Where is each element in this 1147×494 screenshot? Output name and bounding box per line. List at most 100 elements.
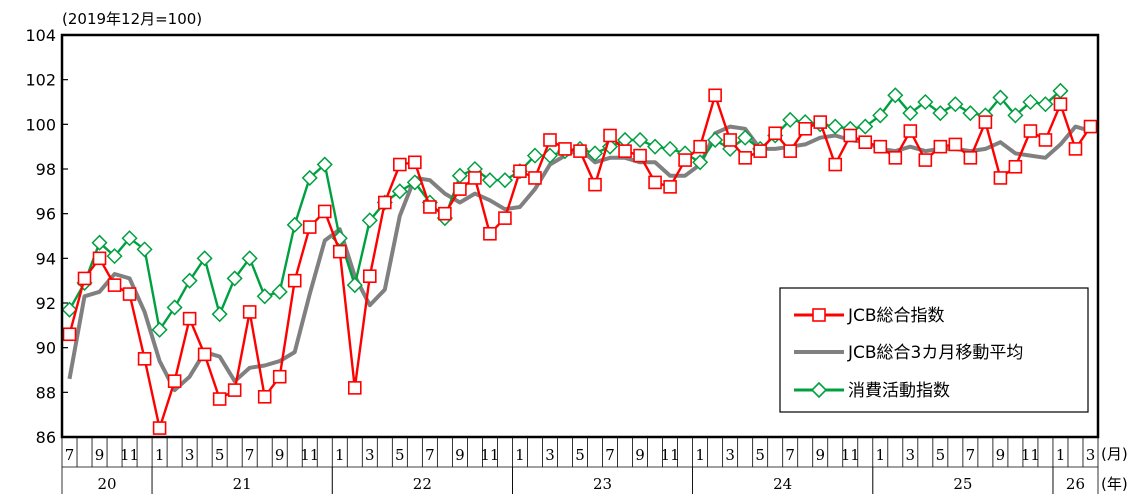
data-point-jcb	[257, 389, 272, 404]
data-point-consumption	[241, 250, 258, 267]
data-point-consumption	[917, 93, 934, 111]
data-point-jcb	[618, 144, 632, 158]
data-point-consumption	[196, 250, 213, 267]
legend-label-consumption: 消費活動指数	[848, 381, 950, 401]
month-label: 1	[1056, 446, 1066, 464]
data-point-jcb	[858, 135, 873, 149]
data-point-jcb	[152, 421, 167, 435]
data-point-jcb	[1083, 119, 1098, 134]
data-point-jcb	[423, 200, 437, 214]
data-point-consumption	[737, 129, 754, 146]
data-point-jcb	[513, 164, 527, 179]
data-point-consumption	[181, 272, 198, 289]
chart-subtitle: (2019年12月=100)	[62, 10, 202, 28]
month-label: 11	[480, 446, 499, 464]
y-tick-label: 94	[36, 249, 56, 268]
month-label: 5	[755, 446, 765, 464]
data-point-consumption	[496, 172, 513, 189]
data-point-consumption	[887, 87, 904, 104]
data-point-jcb	[302, 220, 317, 234]
data-point-consumption	[106, 248, 123, 265]
month-label: 11	[1021, 446, 1040, 464]
data-point-jcb	[543, 133, 557, 147]
data-point-consumption	[211, 306, 228, 323]
month-label: 9	[95, 446, 105, 464]
y-tick-label: 92	[36, 294, 56, 313]
month-label: 3	[185, 446, 195, 464]
month-label: 3	[725, 446, 735, 464]
data-point-consumption	[586, 145, 604, 162]
data-point-consumption	[166, 299, 183, 316]
data-point-jcb	[182, 311, 197, 326]
data-point-jcb	[753, 144, 767, 158]
month-label: 7	[785, 446, 795, 464]
data-point-jcb	[1053, 97, 1068, 112]
data-point-consumption	[932, 105, 949, 122]
y-tick-label: 86	[36, 428, 56, 447]
data-point-jcb	[693, 139, 707, 154]
data-point-consumption	[286, 216, 303, 233]
data-point-consumption	[707, 131, 724, 149]
month-label: 7	[425, 446, 435, 464]
data-point-jcb	[498, 211, 512, 225]
data-point-jcb	[227, 383, 242, 397]
month-label: 1	[155, 446, 165, 464]
data-point-consumption	[692, 154, 709, 171]
year-label: 26	[1066, 475, 1085, 493]
y-tick-label: 96	[36, 205, 56, 224]
data-point-jcb	[197, 347, 212, 362]
y-tick-label: 100	[25, 115, 56, 134]
data-point-jcb	[107, 278, 122, 292]
data-point-consumption	[962, 105, 979, 122]
data-point-jcb	[813, 115, 828, 129]
month-label: 7	[245, 446, 255, 464]
legend-marker-consumption	[810, 381, 828, 399]
month-label: 5	[395, 446, 405, 464]
data-point-jcb	[1068, 142, 1083, 156]
data-point-jcb	[993, 171, 1008, 185]
x-axis: 7 9 11 1 3 5 7 9 11 1 3 5 7 9 11 1 3 5 7 9 11 1 3 5 7 9 11 1 3 5 7 9 11 1…	[61, 437, 1099, 494]
data-point-jcb	[588, 177, 602, 192]
month-label: 1	[695, 446, 705, 464]
data-point-jcb	[408, 155, 422, 170]
legend-label-jcb: JCB総合指数	[847, 306, 945, 326]
data-point-jcb	[663, 180, 677, 194]
y-tick-label: 104	[25, 26, 56, 45]
data-point-consumption	[301, 169, 318, 186]
data-point-jcb	[948, 137, 963, 152]
data-point-jcb	[573, 144, 587, 158]
data-point-consumption	[316, 156, 333, 173]
data-point-jcb	[1038, 133, 1053, 147]
month-label: 11	[300, 446, 319, 464]
data-point-jcb	[798, 122, 813, 136]
month-label: 11	[661, 446, 680, 464]
data-point-consumption	[947, 96, 964, 113]
data-point-jcb	[468, 171, 482, 185]
data-point-jcb	[212, 392, 227, 406]
month-label: 7	[65, 446, 75, 464]
month-label: 11	[120, 446, 139, 464]
data-point-consumption	[151, 321, 168, 338]
data-point-consumption	[481, 172, 498, 189]
data-point-consumption	[647, 138, 664, 155]
data-point-consumption	[782, 111, 799, 128]
month-label: 3	[906, 446, 916, 464]
data-point-consumption	[406, 174, 423, 191]
month-label: 7	[605, 446, 615, 464]
year-label: 24	[773, 475, 792, 493]
data-point-consumption	[361, 212, 378, 229]
month-label: 9	[996, 446, 1006, 464]
month-label: 11	[841, 446, 860, 464]
data-point-jcb	[453, 182, 467, 196]
data-point-jcb	[378, 195, 392, 210]
data-point-consumption	[662, 140, 679, 157]
month-label: 1	[335, 446, 345, 464]
data-point-jcb	[332, 244, 347, 259]
data-point-jcb	[933, 139, 948, 154]
data-point-consumption	[271, 283, 288, 300]
data-point-consumption	[121, 230, 138, 247]
month-label: 3	[545, 446, 555, 464]
data-point-consumption	[872, 107, 889, 124]
y-tick-label: 102	[25, 71, 56, 90]
